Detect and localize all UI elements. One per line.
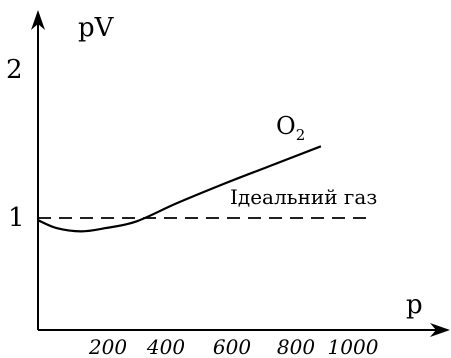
- x-tick-label-800: 800: [277, 335, 315, 358]
- y-tick-label-1: 1: [8, 203, 25, 233]
- o2-curve: [37, 145, 322, 233]
- x-tick-label-1000: 1000: [328, 335, 379, 358]
- y-axis-arrow: [31, 10, 45, 30]
- o2-label-main: O: [276, 112, 296, 140]
- x-tick-label-600: 600: [213, 335, 251, 358]
- y-tick-label-2: 2: [6, 55, 23, 85]
- ideal-gas-label: Ідеальний газ: [230, 185, 377, 209]
- x-tick-label-200: 200: [88, 335, 127, 358]
- y-axis-label: pV: [78, 13, 115, 43]
- x-tick-label-400: 400: [146, 335, 185, 358]
- x-axis-arrow: [430, 323, 450, 337]
- o2-label-subscript: 2: [296, 126, 306, 144]
- x-axis-label: p: [406, 290, 423, 320]
- o2-series-label: O2: [276, 112, 305, 144]
